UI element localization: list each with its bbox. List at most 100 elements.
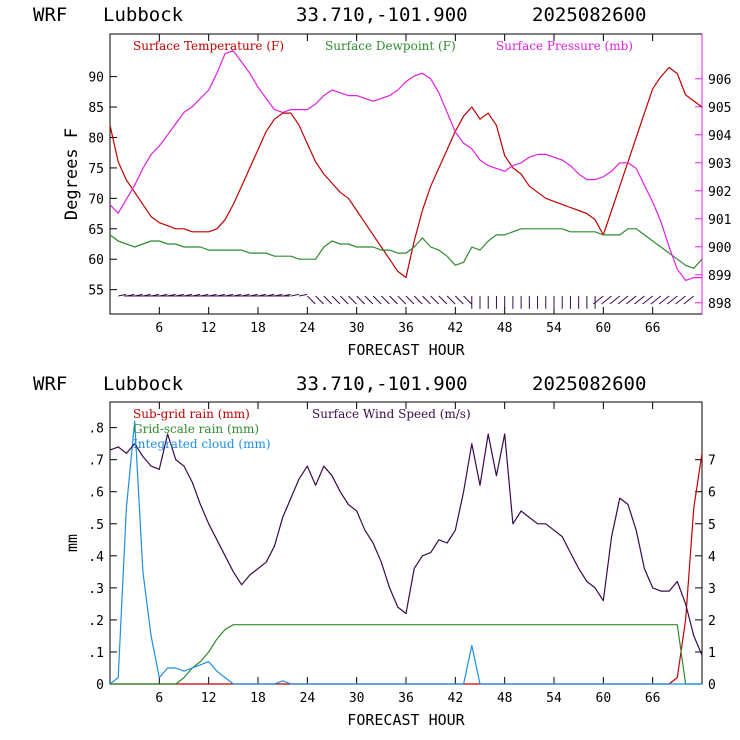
panel2-coords: 33.710,-101.900 [296,373,468,395]
series-line-surface-wind-speed-m-s [109,433,703,656]
y-tick-label: 80 [88,131,104,146]
wind-barb [315,295,324,305]
wind-barb [675,295,686,305]
y2-tick-label: 903 [708,157,731,172]
y2-tick-label: 904 [708,129,732,144]
panel2-ylabel: mm [63,534,81,552]
x-tick-label: 42 [448,321,464,336]
legend-temperature: Surface Temperature (F) [133,39,284,53]
wind-barb [299,293,308,297]
wind-barb [290,293,299,297]
wind-barb [389,295,398,305]
wind-barbs [118,293,695,309]
x-tick-label: 24 [300,321,316,336]
wind-barb [617,295,629,305]
y-tick-label: .7 [88,454,104,469]
wind-barb [413,295,423,305]
y-tick-label: .8 [88,422,104,437]
legend-pressure: Surface Pressure (mb) [496,39,633,53]
panel2-station: Lubbock [103,373,184,395]
wind-barb [463,295,472,305]
wind-barb [306,295,316,305]
y2-tick-label: 3 [708,582,716,597]
panel1-series [109,50,703,281]
y2-tick-label: 900 [708,241,731,256]
x-tick-label: 30 [349,691,365,706]
x-tick-label: 6 [155,321,163,336]
wind-barb [454,295,464,305]
wind-barb [430,295,440,305]
y2-tick-label: 901 [708,213,731,228]
y-tick-label: 60 [88,253,104,268]
panel1-coords: 33.710,-101.900 [296,4,468,26]
panel1-model: WRF [33,4,67,26]
wind-barb [593,295,604,305]
y2-tick-label: 898 [708,297,731,312]
legend-dewpoint: Surface Dewpoint (F) [325,39,456,53]
x-tick-label: 60 [596,321,612,336]
x-tick-label: 42 [448,691,464,706]
y-tick-label: 75 [88,162,104,177]
y2-tick-label: 6 [708,486,716,501]
x-tick-label: 18 [250,321,266,336]
series-line-surface-pressure-mb [109,50,702,281]
y2-tick-label: 2 [708,614,716,629]
y-tick-label: 70 [88,192,104,207]
x-tick-label: 36 [398,321,414,336]
panel2-series [109,420,703,685]
panel1-ylabel: Degrees F [62,128,82,220]
x-tick-label: 24 [300,691,316,706]
y2-tick-label: 4 [708,550,716,565]
y-tick-label: .2 [88,614,104,629]
wind-barb [118,293,127,297]
panel1-xlabel: FORECAST HOUR [347,341,465,359]
y2-tick-label: 7 [708,454,716,469]
x-tick-label: 18 [250,691,266,706]
panel1-ticks: 6 12 18 24 30 36 42 48 54 60 66 55 60 65 70 75 80 85 90 898… [88,34,732,336]
wind-barb [634,295,645,305]
wind-barb [364,295,374,305]
legend-subgrid-rain: Sub-grid rain (mm) [133,407,250,421]
y2-tick-label: 906 [708,73,731,88]
wind-barb [609,295,621,305]
x-tick-label: 48 [497,691,513,706]
y-tick-label: 85 [88,101,104,116]
wind-barb [380,295,390,305]
y2-tick-label: 5 [708,518,716,533]
panel2-date: 2025082600 [532,373,646,395]
y2-tick-label: 1 [708,646,716,661]
x-tick-label: 48 [497,321,513,336]
y-tick-label: 65 [88,223,104,238]
series-line-grid-scale-rain-mm [110,624,702,685]
wind-barb [339,295,349,305]
panel2-xlabel: FORECAST HOUR [347,711,465,729]
wind-barb [601,295,612,305]
x-tick-label: 12 [201,321,217,336]
series-line-integrated-cloud-mm [109,420,702,685]
series-line-surface-temperature-f [109,66,703,279]
x-tick-label: 66 [645,691,661,706]
wind-barb [397,295,407,305]
y2-tick-label: 902 [708,185,731,200]
y-tick-label: .3 [88,582,104,597]
wind-barb [658,295,670,305]
wind-barb [642,295,653,305]
y2-tick-label: 899 [708,269,731,284]
legend-cloud: Integrated cloud (mm) [133,437,271,451]
y-tick-label: .6 [88,486,104,501]
wind-barb [422,295,431,305]
x-tick-label: 36 [398,691,414,706]
panel1-station: Lubbock [103,4,184,26]
wind-barb [348,295,357,305]
wind-barb [323,295,333,305]
x-tick-label: 54 [546,691,562,706]
y-tick-label: 55 [88,284,104,299]
x-tick-label: 66 [645,321,661,336]
wind-barb [446,295,456,305]
x-tick-label: 54 [546,321,562,336]
x-tick-label: 6 [155,691,163,706]
wind-barb [356,295,366,305]
legend-wind-speed: Surface Wind Speed (m/s) [312,407,471,421]
x-tick-label: 12 [201,691,217,706]
